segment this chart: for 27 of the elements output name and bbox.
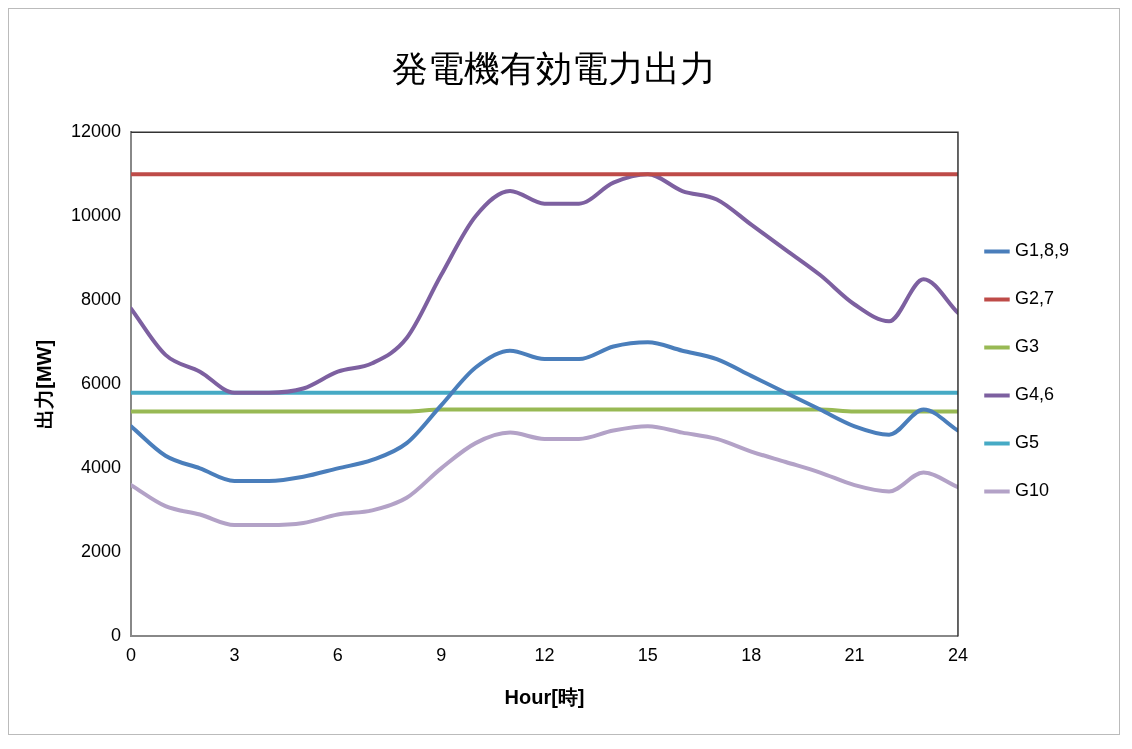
legend-label: G10 xyxy=(1014,480,1049,501)
x-tick-label: 9 xyxy=(436,645,447,666)
line-series xyxy=(131,424,958,528)
y-tick-label: 8000 xyxy=(81,289,122,310)
x-tick-label: 0 xyxy=(126,645,137,666)
y-tick-label: 4000 xyxy=(81,457,122,478)
x-tick-label: 15 xyxy=(637,645,658,666)
x-axis-title: Hour[時] xyxy=(504,685,585,708)
x-tick-label: 21 xyxy=(844,645,865,666)
legend-label: G5 xyxy=(1014,432,1039,453)
legend-label: G3 xyxy=(1014,336,1039,357)
y-tick-label: 2000 xyxy=(81,541,122,562)
x-tick-label: 24 xyxy=(947,645,968,666)
y-tick-label: 6000 xyxy=(81,373,122,394)
x-tick-label: 6 xyxy=(332,645,343,666)
legend-label: G2,7 xyxy=(1014,288,1054,309)
x-tick-label: 12 xyxy=(534,645,555,666)
chart-title: 発電機有効電力出力 xyxy=(392,47,716,89)
x-tick-label: 18 xyxy=(741,645,762,666)
legend-label: G1,8,9 xyxy=(1014,240,1070,261)
y-tick-label: 12000 xyxy=(70,121,122,142)
line-series xyxy=(131,340,958,483)
y-axis-title: 出力[MW] xyxy=(32,339,55,429)
y-tick-label: 10000 xyxy=(70,205,122,226)
x-tick-label: 3 xyxy=(229,645,240,666)
y-tick-label: 0 xyxy=(111,625,122,646)
legend-label: G4,6 xyxy=(1014,384,1054,405)
